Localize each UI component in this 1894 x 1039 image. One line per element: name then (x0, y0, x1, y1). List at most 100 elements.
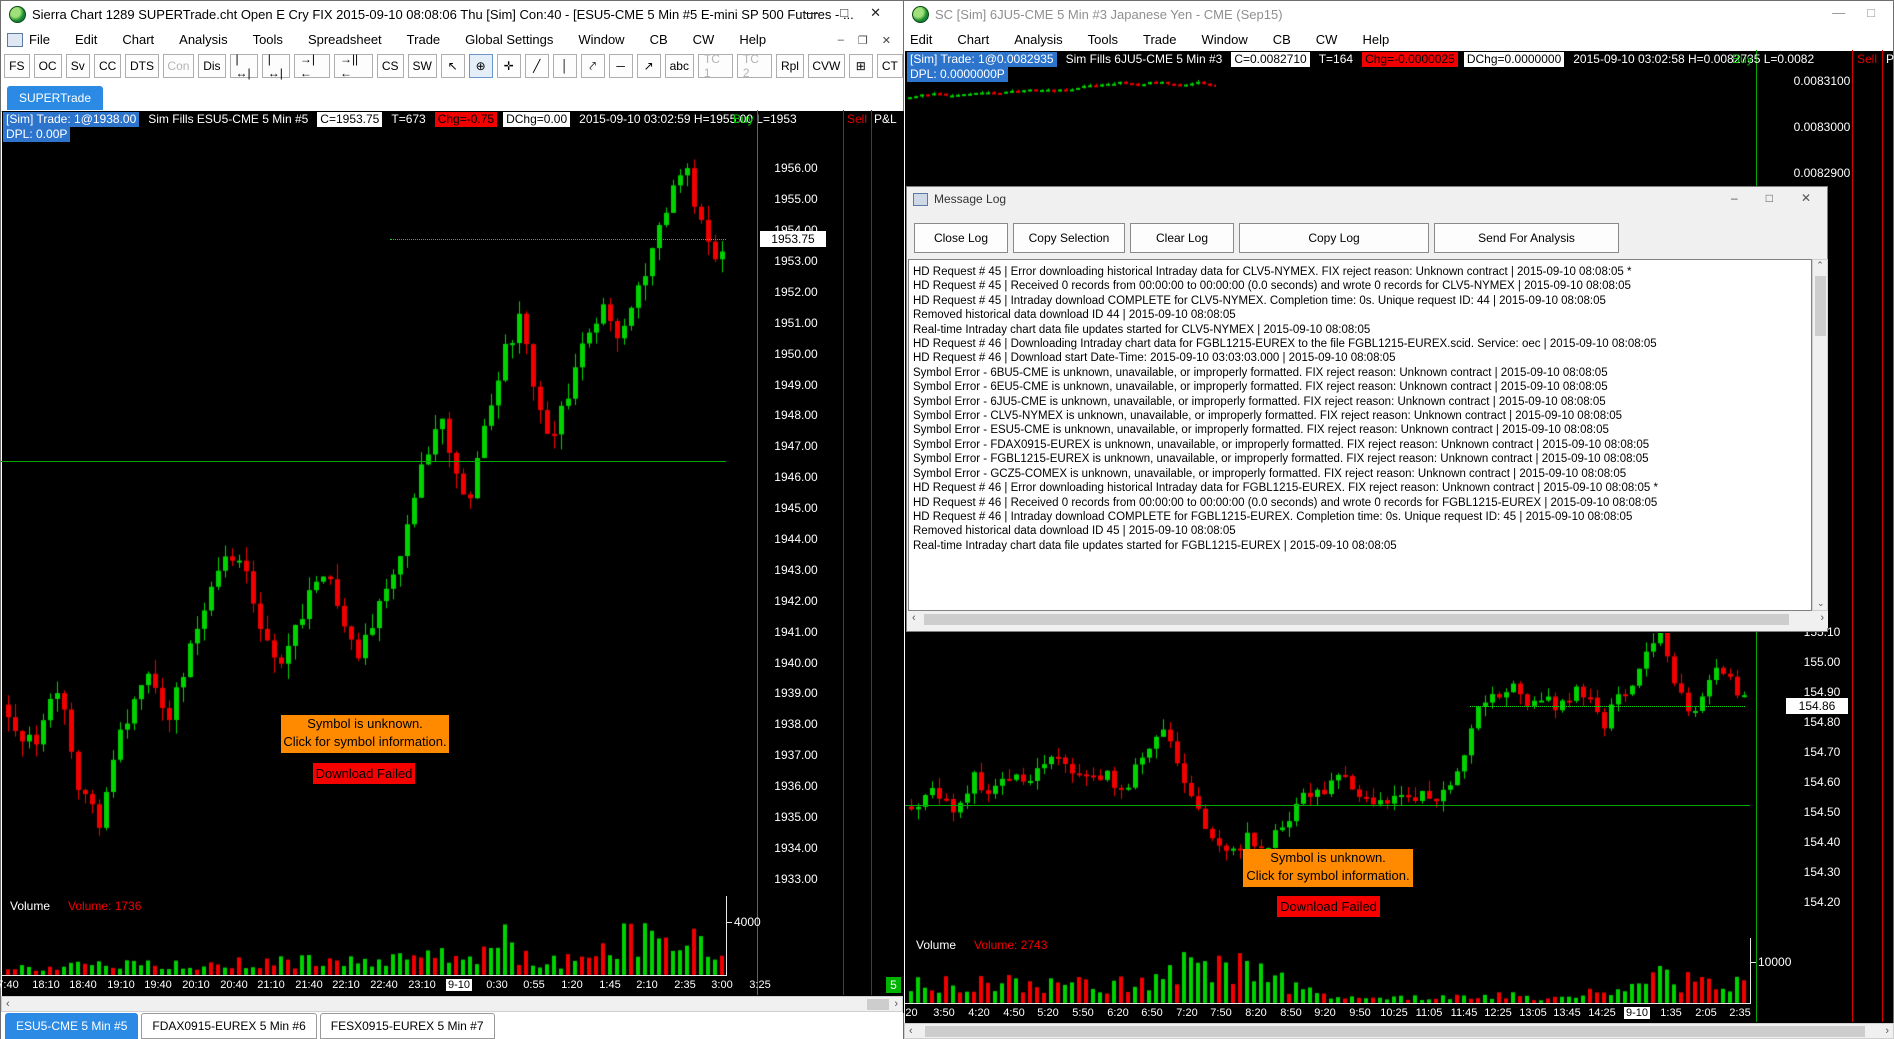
toolbar-button[interactable]: CS (376, 54, 404, 78)
menu-item[interactable]: Tools (1087, 32, 1118, 47)
toolbar-button[interactable]: TC 1 (697, 52, 733, 80)
menu-item[interactable]: CB (1272, 32, 1291, 47)
toolbar-button[interactable]: │ (552, 54, 577, 78)
download-failed-badge[interactable]: Download Failed (313, 763, 415, 784)
toolbar-button[interactable]: |↔| (261, 52, 290, 80)
left-h-scrollbar[interactable]: ‹ › (1, 996, 903, 1012)
buy-column-label[interactable]: Buy (733, 112, 754, 126)
toolbar-button[interactable]: CC (94, 54, 122, 78)
menu-item[interactable]: CW (1315, 32, 1338, 47)
chartbook-tab-supertrade[interactable]: SUPERTrade (7, 86, 104, 110)
close-icon[interactable]: ✕ (1800, 191, 1811, 205)
sell-column-label[interactable]: Sell (847, 112, 868, 126)
toolbar-button[interactable]: ✛ (496, 54, 521, 78)
right-lower-candles[interactable] (906, 633, 1751, 936)
toolbar-button[interactable]: →||← (333, 52, 373, 80)
menu-item[interactable]: Analysis (1014, 32, 1063, 47)
symbol-unknown-warning[interactable]: Symbol is unknown. Click for symbol info… (1243, 849, 1413, 887)
toolbar-button[interactable]: ⤤ (580, 54, 605, 78)
minimize-icon[interactable]: — (1832, 5, 1846, 20)
menu-item[interactable]: CB (649, 32, 668, 47)
toolbar-button[interactable]: ╱ (524, 54, 549, 78)
menu-item[interactable]: Chart (957, 32, 990, 47)
message-log-title-bar[interactable]: Message Log (907, 187, 1827, 211)
scroll-thumb[interactable] (924, 614, 1789, 625)
buy-column-label[interactable]: Buy (1732, 52, 1753, 66)
menu-item[interactable]: Trade (406, 32, 441, 47)
right-h-scrollbar[interactable]: ‹ › (904, 1023, 1894, 1039)
symbol-unknown-warning[interactable]: Symbol is unknown. Click for symbol info… (281, 715, 449, 753)
toolbar-button[interactable]: →|← (293, 52, 330, 80)
scroll-right-icon[interactable]: › (1820, 612, 1824, 624)
left-title-bar[interactable]: Sierra Chart 1289 SUPERTrade.cht Open E … (1, 1, 903, 27)
toolbar-button[interactable]: FS (4, 54, 30, 78)
menu-item[interactable]: CW (692, 32, 715, 47)
menu-item[interactable]: Window (1201, 32, 1248, 47)
toolbar-button[interactable]: Sv (65, 54, 90, 78)
left-volume-bars[interactable] (2, 906, 728, 976)
chart-tab[interactable]: FDAX0915-EUREX 5 Min #6 (141, 1013, 317, 1039)
maximize-icon[interactable]: □ (840, 5, 849, 20)
right-upper-candles[interactable] (906, 79, 1216, 187)
menu-item[interactable]: Window (578, 32, 625, 47)
scroll-up-icon[interactable]: ⌃ (1816, 260, 1824, 270)
log-button[interactable]: Clear Log (1130, 223, 1234, 253)
scroll-left-icon[interactable]: ‹ (912, 612, 916, 624)
log-button[interactable]: Close Log (914, 223, 1008, 253)
toolbar-button[interactable]: TC 2 (736, 52, 772, 80)
log-v-scrollbar[interactable]: ⌃ ⌄ (1812, 259, 1828, 611)
minimize-icon[interactable]: — (805, 5, 819, 20)
maximize-icon[interactable]: □ (1765, 191, 1773, 205)
mdi-close-icon[interactable]: ✕ (881, 35, 891, 47)
scroll-thumb[interactable] (867, 999, 889, 1010)
right-title-bar[interactable]: SC [Sim] 6JU5-CME 5 Min #3 Japanese Yen … (904, 1, 1893, 27)
menu-item[interactable]: Edit (74, 32, 98, 47)
log-h-scrollbar[interactable]: ‹ › (908, 611, 1828, 628)
menu-item[interactable]: Trade (1142, 32, 1177, 47)
toolbar-button[interactable]: ─ (608, 54, 633, 78)
scroll-right-icon[interactable]: › (1885, 1025, 1889, 1037)
chart-tab[interactable]: ESU5-CME 5 Min #5 (5, 1013, 139, 1039)
maximize-icon[interactable]: □ (1867, 5, 1875, 20)
menu-item[interactable]: Edit (910, 32, 933, 47)
toolbar-button[interactable]: abc (664, 54, 694, 78)
toolbar-button[interactable]: CT (876, 54, 903, 78)
toolbar-button[interactable]: ↗ (636, 54, 661, 78)
toolbar-button[interactable]: OC (33, 54, 62, 78)
menu-item[interactable]: Help (739, 32, 767, 47)
toolbar-button[interactable]: SW (407, 54, 437, 78)
log-button[interactable]: Send For Analysis (1434, 223, 1619, 253)
menu-item[interactable]: Tools (252, 32, 283, 47)
menu-item[interactable]: Chart (122, 32, 155, 47)
left-support-line[interactable] (1, 461, 726, 462)
minimize-icon[interactable]: – (1731, 191, 1738, 205)
toolbar-button[interactable]: ⊕ (468, 54, 493, 78)
toolbar-button[interactable]: Con (162, 54, 195, 78)
log-text-area[interactable]: HD Request # 45 | Error downloading hist… (908, 259, 1812, 611)
scroll-left-icon[interactable]: ‹ (6, 998, 10, 1010)
buy-order-line[interactable] (757, 110, 758, 995)
toolbar-button[interactable]: CVW (807, 54, 845, 78)
scroll-thumb[interactable] (1815, 276, 1826, 336)
scroll-thumb[interactable] (925, 1026, 1865, 1037)
toolbar-button[interactable]: ↖ (440, 54, 465, 78)
log-button[interactable]: Copy Selection (1013, 223, 1125, 253)
scroll-down-icon[interactable]: ⌄ (1817, 598, 1825, 608)
chart-tab[interactable]: FESX0915-EUREX 5 Min #7 (319, 1013, 495, 1039)
mdi-restore-icon[interactable]: ❐ (857, 35, 868, 47)
menu-item[interactable]: Help (1362, 32, 1390, 47)
toolbar-button[interactable]: |↔| (229, 52, 258, 80)
toolbar-button[interactable]: DTS (125, 54, 159, 78)
toolbar-button[interactable]: ⊞ (848, 54, 873, 78)
download-failed-badge[interactable]: Download Failed (1277, 896, 1380, 917)
menu-item[interactable]: Analysis (179, 32, 228, 47)
mdi-minimize-icon[interactable]: – (837, 34, 844, 46)
scroll-left-icon[interactable]: ‹ (909, 1025, 913, 1037)
close-icon[interactable]: ✕ (870, 5, 881, 20)
log-button[interactable]: Copy Log (1239, 223, 1429, 253)
menu-item[interactable]: Spreadsheet (307, 32, 382, 47)
scroll-right-icon[interactable]: › (894, 998, 898, 1010)
menu-item[interactable]: Global Settings (465, 32, 554, 47)
toolbar-button[interactable]: Dis (198, 54, 226, 78)
menu-item[interactable]: File (29, 32, 50, 47)
